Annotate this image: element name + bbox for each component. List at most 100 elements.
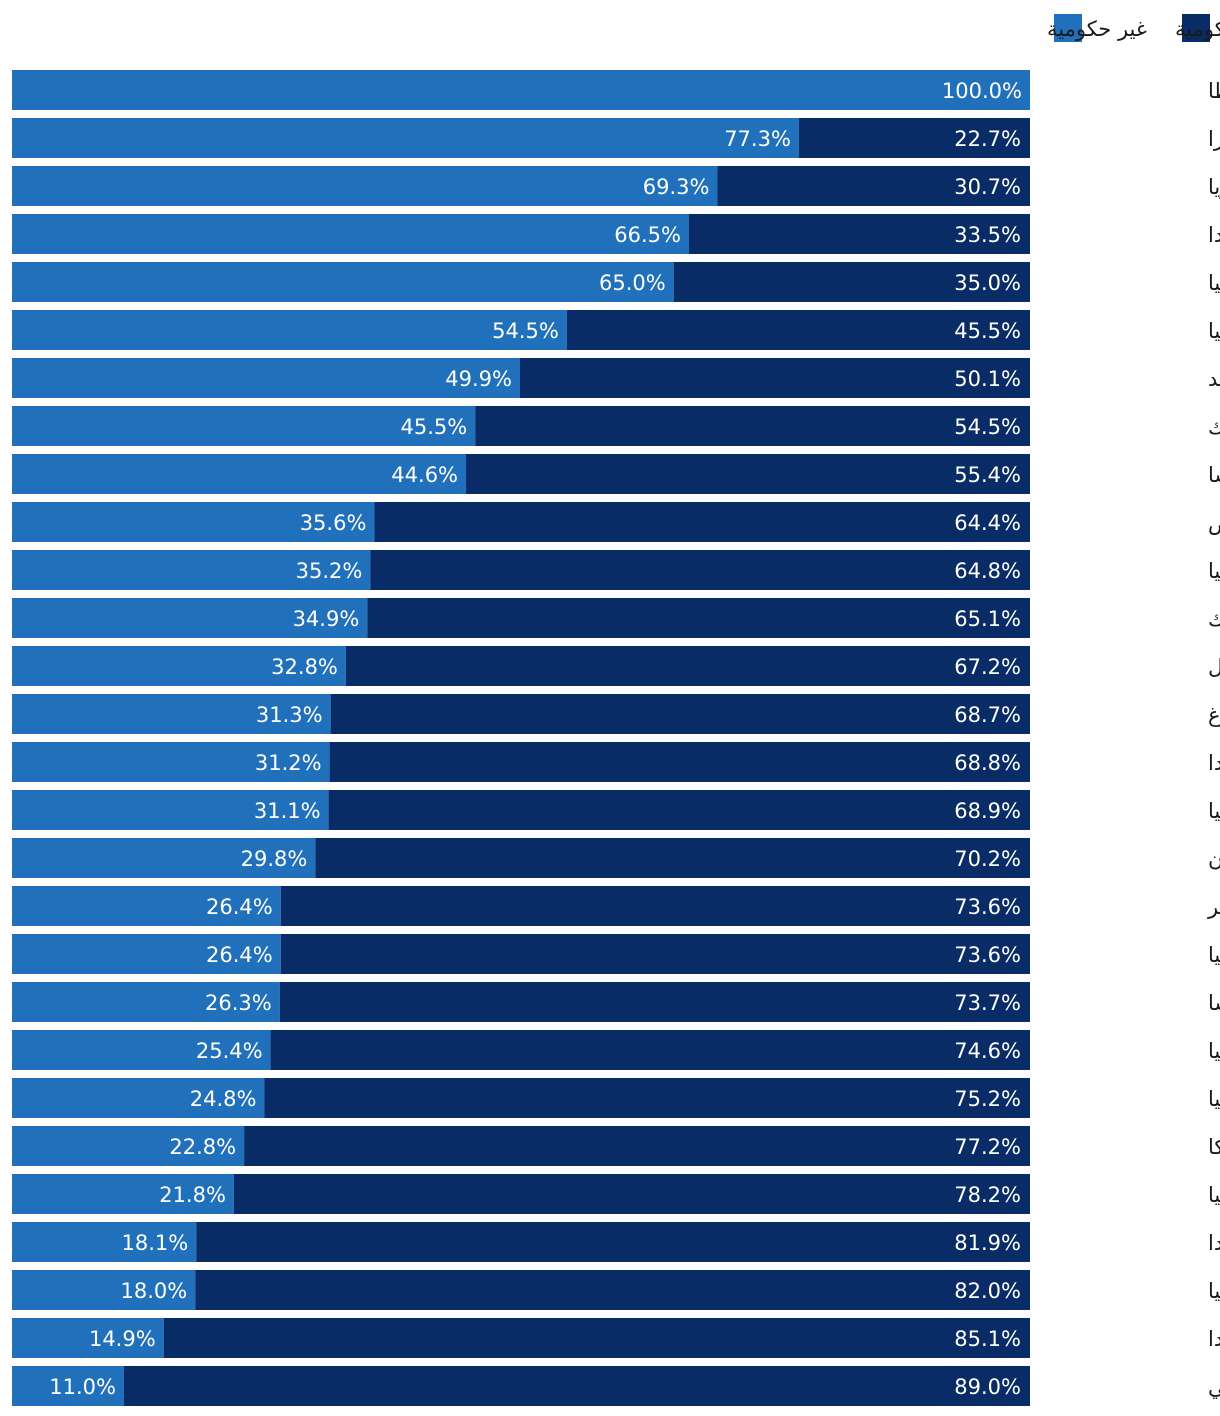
category-label: رومانيا bbox=[1208, 1279, 1220, 1303]
data-label-government: 65.1% bbox=[954, 607, 1021, 631]
bar-government bbox=[280, 934, 1030, 974]
bar-non-government bbox=[12, 502, 375, 542]
category-label: فرنسا bbox=[1208, 463, 1220, 487]
data-label-government: 81.9% bbox=[954, 1231, 1021, 1255]
data-label-government: 73.7% bbox=[954, 991, 1021, 1015]
data-label-non-government: 22.8% bbox=[169, 1135, 236, 1159]
bar-non-government bbox=[12, 166, 718, 206]
data-label-government: 75.2% bbox=[954, 1087, 1021, 1111]
data-label-non-government: 31.2% bbox=[255, 751, 322, 775]
legend-label-government: حكومية bbox=[1175, 17, 1220, 41]
data-label-government: 73.6% bbox=[954, 943, 1021, 967]
data-label-government: 68.8% bbox=[954, 751, 1021, 775]
category-label: البرتغال bbox=[1208, 655, 1220, 679]
category-label: المجر bbox=[1207, 895, 1220, 919]
bar-government bbox=[264, 1078, 1030, 1118]
data-label-non-government: 65.0% bbox=[599, 271, 666, 295]
data-label-non-government: 77.3% bbox=[724, 127, 791, 151]
data-label-government: 64.8% bbox=[954, 559, 1021, 583]
legend-swatch-government bbox=[1182, 14, 1210, 42]
bar-non-government bbox=[12, 1270, 196, 1310]
data-label-non-government: 54.5% bbox=[492, 319, 559, 343]
bar-non-government bbox=[12, 742, 330, 782]
data-label-non-government: 35.2% bbox=[296, 559, 363, 583]
bar-non-government bbox=[12, 550, 371, 590]
bar-non-government bbox=[12, 454, 467, 494]
bar-non-government bbox=[12, 886, 281, 926]
data-label-non-government: 21.8% bbox=[159, 1183, 226, 1207]
bar-non-government bbox=[12, 1366, 124, 1406]
bar-government bbox=[466, 454, 1030, 494]
data-label-non-government: 18.1% bbox=[122, 1231, 189, 1255]
bar-non-government bbox=[12, 1174, 234, 1214]
bar-government bbox=[163, 1318, 1030, 1358]
data-label-non-government: 26.4% bbox=[206, 895, 273, 919]
category-label: بلجيكا bbox=[1208, 1135, 1220, 1159]
bar-government bbox=[370, 550, 1030, 590]
data-label-government: 78.2% bbox=[954, 1183, 1021, 1207]
data-label-non-government: 100.0% bbox=[942, 79, 1022, 103]
bar-government bbox=[279, 982, 1030, 1022]
bar-non-government bbox=[12, 118, 799, 158]
bar-government bbox=[475, 406, 1030, 446]
data-label-non-government: 34.9% bbox=[293, 607, 360, 631]
category-label: ألمانيا bbox=[1208, 269, 1220, 295]
data-label-non-government: 14.9% bbox=[89, 1327, 156, 1351]
bar-government bbox=[195, 1270, 1031, 1310]
category-label: البرلمان الأوروبي bbox=[1208, 1374, 1220, 1399]
bar-non-government bbox=[12, 1222, 197, 1262]
category-label: النمسا bbox=[1208, 991, 1220, 1015]
category-label: إسبانيا bbox=[1208, 1087, 1220, 1112]
bar-government bbox=[330, 694, 1030, 734]
data-label-non-government: 18.0% bbox=[121, 1279, 188, 1303]
category-label: سويسرا bbox=[1208, 127, 1220, 151]
bar-government bbox=[367, 598, 1031, 638]
bar-government bbox=[196, 1222, 1030, 1262]
bar-non-government bbox=[12, 1318, 164, 1358]
category-label: سلوفينيا bbox=[1208, 1039, 1220, 1063]
data-label-government: 82.0% bbox=[954, 1279, 1021, 1303]
data-label-non-government: 49.9% bbox=[445, 367, 512, 391]
category-label: جمهورية التشيك bbox=[1208, 607, 1220, 631]
category-label: ليتوانيا bbox=[1208, 799, 1220, 823]
bar-non-government bbox=[12, 70, 1030, 110]
category-label: مالطا bbox=[1208, 79, 1220, 103]
bar-non-government bbox=[12, 1078, 265, 1118]
bar-government bbox=[329, 742, 1031, 782]
bar-non-government bbox=[12, 1030, 271, 1070]
data-label-non-government: 29.8% bbox=[241, 847, 308, 871]
data-label-non-government: 25.4% bbox=[196, 1039, 263, 1063]
bar-government bbox=[233, 1174, 1030, 1214]
data-label-non-government: 35.6% bbox=[300, 511, 367, 535]
data-label-non-government: 69.3% bbox=[643, 175, 710, 199]
data-label-government: 22.7% bbox=[954, 127, 1021, 151]
data-label-government: 45.5% bbox=[954, 319, 1021, 343]
bar-government bbox=[315, 838, 1030, 878]
bar-non-government bbox=[12, 694, 331, 734]
bar-government bbox=[688, 214, 1030, 254]
data-label-government: 67.2% bbox=[954, 655, 1021, 679]
data-label-non-government: 31.3% bbox=[256, 703, 323, 727]
data-label-non-government: 45.5% bbox=[400, 415, 467, 439]
data-label-government: 85.1% bbox=[954, 1327, 1021, 1351]
bar-government bbox=[244, 1126, 1030, 1166]
bar-government bbox=[374, 502, 1031, 542]
category-label: كرواتيا bbox=[1208, 1183, 1220, 1207]
data-label-government: 68.9% bbox=[954, 799, 1021, 823]
bar-non-government bbox=[12, 646, 346, 686]
data-label-government: 33.5% bbox=[954, 223, 1021, 247]
bar-government bbox=[673, 262, 1030, 302]
bar-non-government bbox=[12, 358, 520, 398]
bar-non-government bbox=[12, 1126, 245, 1166]
data-label-government: 54.5% bbox=[954, 415, 1021, 439]
bar-non-government bbox=[12, 982, 280, 1022]
bar-government bbox=[123, 1366, 1031, 1406]
bar-government bbox=[798, 118, 1030, 158]
bar-government bbox=[270, 1030, 1030, 1070]
data-label-government: 68.7% bbox=[954, 703, 1021, 727]
bar-non-government bbox=[12, 838, 316, 878]
bar-non-government bbox=[12, 790, 329, 830]
legend: حكومية غير حكومية bbox=[1047, 14, 1220, 42]
bar-non-government bbox=[12, 262, 674, 302]
